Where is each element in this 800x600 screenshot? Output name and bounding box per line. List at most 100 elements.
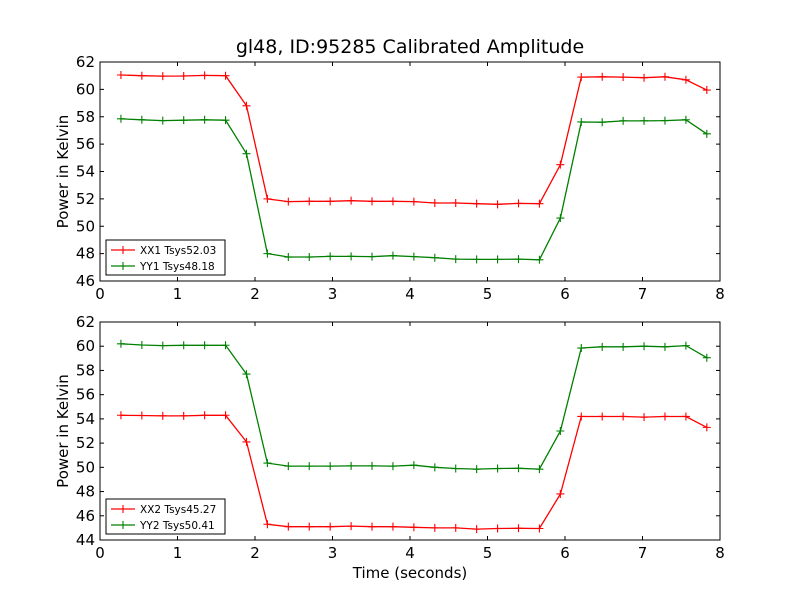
data-point [158, 72, 167, 81]
legend-label: XX2 Tsys45.27 [140, 504, 216, 516]
chart-title: gl48, ID:95285 Calibrated Amplitude [236, 36, 584, 58]
data-point [535, 465, 544, 474]
data-point [221, 341, 230, 350]
x-tick-label: 6 [560, 544, 570, 562]
y-tick-label: 58 [76, 361, 95, 379]
y-tick-label: 50 [76, 217, 95, 235]
data-point [430, 198, 439, 207]
data-point [326, 252, 335, 261]
data-point [514, 524, 523, 533]
data-point [702, 423, 711, 432]
legend-box [105, 498, 226, 535]
data-point [451, 198, 460, 207]
y-tick-label: 56 [76, 135, 95, 153]
data-point [326, 522, 335, 531]
y-tick-label: 54 [76, 163, 95, 181]
y-tick-label: 60 [76, 337, 95, 355]
x-axis-label: Time (seconds) [352, 564, 468, 582]
data-point [116, 114, 125, 123]
data-point [200, 341, 209, 350]
legend-marker [119, 521, 127, 529]
data-point [619, 412, 628, 421]
data-point [221, 411, 230, 420]
data-point [409, 461, 418, 470]
data-point [263, 194, 272, 203]
data-point [681, 341, 690, 350]
data-point [430, 463, 439, 472]
data-point [388, 462, 397, 471]
data-point [263, 249, 272, 258]
y-tick-label: 52 [76, 434, 95, 452]
data-point [326, 462, 335, 471]
data-point [493, 200, 502, 209]
data-point [263, 459, 272, 468]
data-point [305, 197, 314, 206]
data-point [368, 522, 377, 531]
data-point [158, 341, 167, 350]
data-point [284, 522, 293, 531]
data-point [472, 255, 481, 264]
y-axis-label: Power in Kelvin [54, 374, 72, 488]
legend-marker [119, 262, 127, 270]
data-point [368, 461, 377, 470]
data-point [472, 465, 481, 474]
data-point [409, 252, 418, 261]
data-point [326, 197, 335, 206]
data-point [702, 86, 711, 95]
data-point [514, 199, 523, 208]
data-point [640, 413, 649, 422]
data-point [681, 75, 690, 84]
x-tick-label: 1 [173, 544, 183, 562]
data-point [347, 196, 356, 205]
y-tick-label: 60 [76, 80, 95, 98]
x-tick-label: 0 [95, 285, 105, 303]
data-point [640, 116, 649, 125]
data-point [137, 71, 146, 80]
data-point [137, 115, 146, 124]
data-point [368, 252, 377, 261]
data-point [388, 197, 397, 206]
legend-marker [119, 246, 127, 254]
legend-label: YY1 Tsys48.18 [139, 261, 215, 273]
data-point [451, 464, 460, 473]
x-tick-label: 2 [250, 285, 260, 303]
data-point [556, 427, 565, 435]
data-point [493, 524, 502, 533]
data-point [200, 71, 209, 80]
data-point [660, 116, 669, 125]
data-point [660, 72, 669, 81]
data-point [179, 116, 188, 125]
data-point [556, 489, 565, 498]
data-point [619, 116, 628, 125]
x-tick-label: 5 [483, 544, 493, 562]
data-point [660, 342, 669, 351]
data-point [200, 115, 209, 124]
data-point [451, 255, 460, 264]
data-point [116, 71, 125, 80]
data-point [577, 344, 586, 353]
data-point [619, 342, 628, 351]
data-point [535, 255, 544, 264]
legend-box [105, 239, 226, 276]
x-tick-label: 3 [328, 544, 338, 562]
data-point [640, 342, 649, 351]
data-point [681, 115, 690, 124]
data-point [493, 464, 502, 473]
data-point [242, 370, 251, 379]
data-point [116, 339, 125, 348]
data-point [284, 197, 293, 206]
data-point [514, 255, 523, 264]
data-point [702, 129, 711, 138]
data-point [640, 73, 649, 82]
data-point [598, 118, 607, 127]
data-point [347, 461, 356, 470]
data-point [137, 411, 146, 420]
data-point [221, 71, 230, 80]
data-point [409, 523, 418, 532]
x-tick-label: 4 [405, 544, 415, 562]
data-point [598, 72, 607, 81]
y-tick-label: 56 [76, 386, 95, 404]
data-point [221, 116, 230, 125]
